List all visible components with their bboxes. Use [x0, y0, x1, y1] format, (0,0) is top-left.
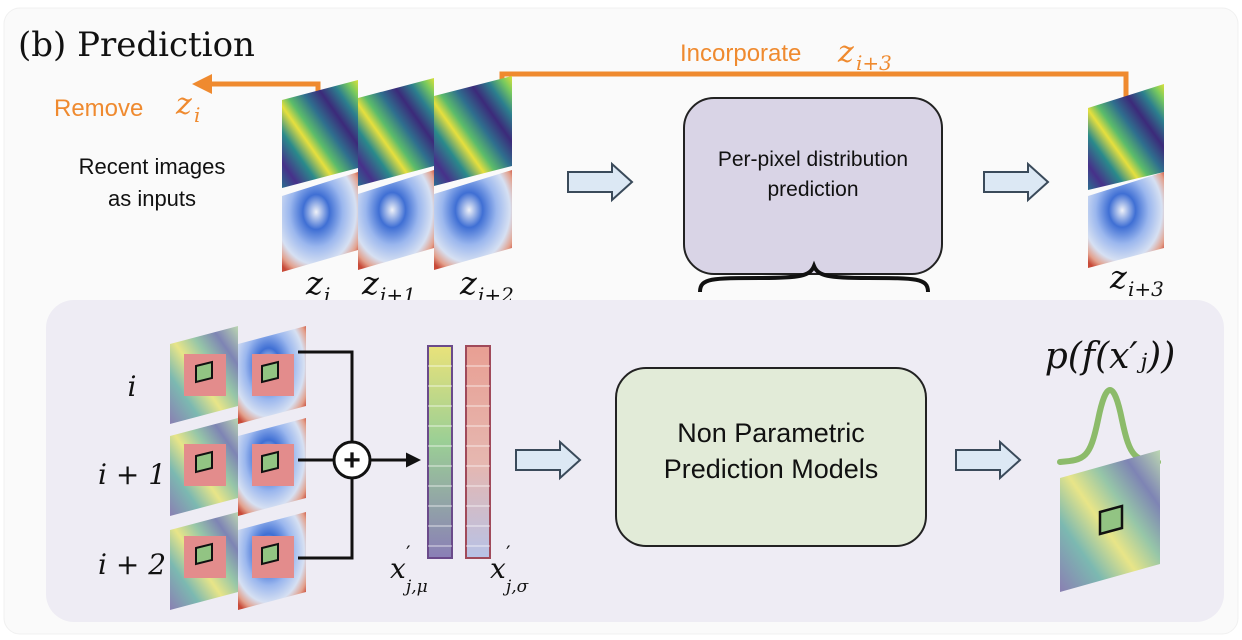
model-box-line2: Prediction Models [664, 454, 879, 484]
row-label-i: i [128, 370, 137, 403]
block-arrow-1 [567, 161, 634, 203]
input-frame-zi2 [434, 76, 512, 270]
block-arrow-2 [983, 161, 1050, 203]
svg-text:z: z [361, 264, 380, 302]
distribution-box-line1: Per-pixel distribution [718, 148, 908, 171]
distribution-prediction-box [683, 97, 943, 275]
block-arrow-4 [955, 439, 1022, 481]
sigma-vector [465, 345, 491, 559]
output-map [1060, 450, 1160, 592]
svg-text:i+3: i+3 [1128, 277, 1164, 301]
row-label-i1: i + 1 [98, 458, 166, 491]
output-label: z i+3 [1109, 258, 1164, 301]
mu-label: x ′ j,μ [390, 541, 428, 597]
mu-vector [427, 345, 453, 559]
svg-text:x: x [390, 552, 406, 585]
plus-symbol: + [343, 444, 361, 477]
incorporate-label: Incorporate [680, 40, 801, 67]
svg-text:j,μ: j,μ [402, 577, 428, 597]
svg-text:′: ′ [406, 541, 411, 565]
detail-row-1 [170, 326, 306, 424]
sigma-label: x ′ j,σ [490, 541, 529, 597]
frame-label-zi: z i [305, 264, 330, 307]
inputs-label-line2: as inputs [108, 186, 196, 211]
output-frame [1088, 84, 1164, 268]
svg-text:′: ′ [506, 541, 511, 565]
remove-var: z [175, 87, 192, 122]
input-frame-zi1 [358, 78, 434, 270]
distribution-box-line2: prediction [767, 178, 858, 201]
input-frame-zi [282, 80, 358, 272]
svg-text:z: z [459, 264, 478, 302]
inputs-label-line1: Recent images [79, 154, 226, 179]
row-label-i2: i + 2 [98, 548, 166, 581]
distribution-formula: p(f(x′ⱼ)) [1045, 336, 1176, 377]
svg-text:i: i [324, 283, 330, 307]
incorporate-sub: i+3 [856, 51, 892, 75]
svg-text:x: x [490, 552, 506, 585]
gaussian-curve [1057, 386, 1161, 465]
detail-row-3 [170, 512, 306, 610]
incorporate-var: z [837, 35, 854, 70]
model-box-line1: Non Parametric [677, 418, 865, 448]
svg-text:z: z [1109, 258, 1128, 296]
panel-title: (b) Prediction [18, 25, 255, 65]
svg-text:z: z [305, 264, 324, 302]
detail-row-2 [170, 418, 306, 516]
model-box [615, 367, 927, 547]
remove-label: Remove [54, 95, 143, 122]
svg-text:j,σ: j,σ [502, 577, 529, 597]
block-arrow-3 [515, 439, 582, 481]
curly-brace [698, 260, 930, 293]
remove-sub: i [194, 103, 200, 127]
